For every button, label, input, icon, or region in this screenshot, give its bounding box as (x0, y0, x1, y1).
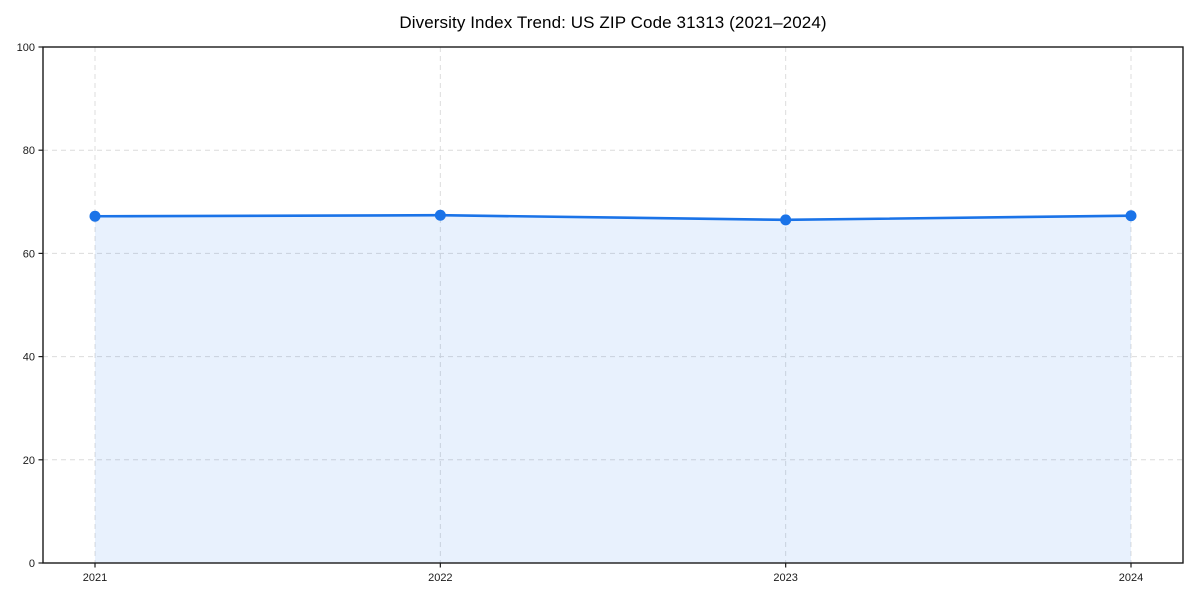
y-tick-label: 100 (17, 42, 35, 54)
trend-line (93, 213, 1133, 222)
y-tick-label: 80 (23, 145, 35, 157)
plot-border (42, 46, 1184, 564)
x-tick-label: 2023 (773, 572, 797, 584)
y-tick-label: 20 (23, 455, 35, 467)
data-point-marker (1125, 210, 1137, 222)
data-point-marker (434, 209, 446, 221)
y-tick-label: 60 (23, 248, 35, 260)
data-point-marker (89, 210, 101, 222)
x-tick-label: 2021 (83, 572, 107, 584)
x-tick-label: 2022 (428, 572, 452, 584)
y-tick-label: 40 (23, 352, 35, 364)
y-tick-label: 0 (29, 558, 35, 570)
data-point-marker (780, 214, 792, 226)
chart-title: Diversity Index Trend: US ZIP Code 31313… (399, 13, 827, 32)
area-fill (95, 215, 1131, 563)
x-tick-label: 2024 (1119, 572, 1143, 584)
